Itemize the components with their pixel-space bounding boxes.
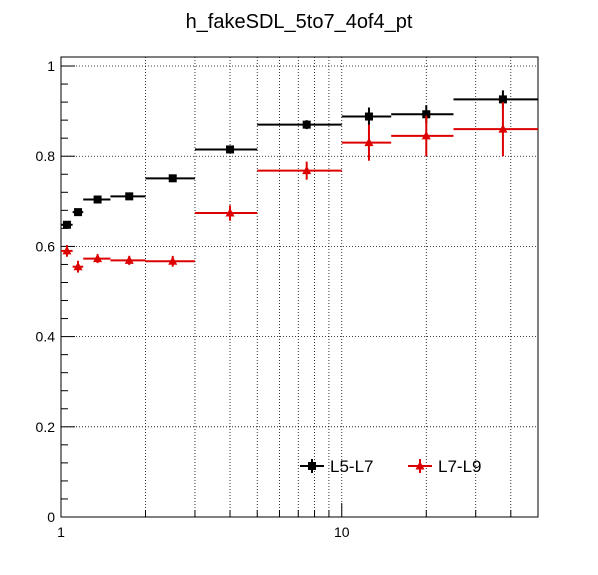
data-point [498, 124, 508, 133]
data-point [226, 145, 235, 154]
series-2 [61, 102, 538, 273]
y-tick-label: 0.2 [36, 419, 56, 435]
data-point [364, 112, 373, 121]
data-point [168, 256, 178, 265]
data-point [62, 220, 71, 229]
y-tick-label: 0 [47, 509, 55, 525]
data-point [93, 253, 103, 263]
y-tick-label: 0.8 [36, 148, 56, 164]
y-tick-label: 1 [47, 58, 55, 74]
data-point [364, 137, 374, 147]
data-point [498, 95, 507, 104]
series-layer [61, 90, 538, 273]
legend-marker [415, 461, 425, 470]
data-point [73, 261, 83, 271]
x-tick-label: 10 [334, 524, 350, 540]
x-tick-label: 1 [57, 524, 65, 540]
legend-label: L5-L7 [330, 457, 373, 476]
data-point [302, 165, 312, 175]
chart-title: h_fakeSDL_5to7_4of4_pt [186, 11, 413, 33]
y-tick-label: 0.4 [36, 329, 56, 345]
data-point [168, 174, 177, 183]
data-point [62, 245, 72, 255]
data-point [93, 195, 102, 204]
data-point [421, 130, 431, 140]
legend-marker [308, 462, 316, 470]
data-point [422, 110, 431, 119]
data-point [74, 208, 83, 217]
legend-label: L7-L9 [438, 457, 481, 476]
axes: 1 10 0 0.2 0.4 0.6 0.8 1 [36, 56, 539, 540]
plot-frame [60, 56, 539, 518]
data-point [124, 255, 134, 264]
data-point [302, 120, 311, 129]
series-1 [61, 90, 538, 229]
data-point [125, 192, 134, 201]
grid [60, 57, 539, 518]
y-tick-label: 0.6 [36, 238, 56, 254]
data-point [225, 208, 235, 217]
legend: L5-L7 L7-L9 [300, 457, 481, 476]
